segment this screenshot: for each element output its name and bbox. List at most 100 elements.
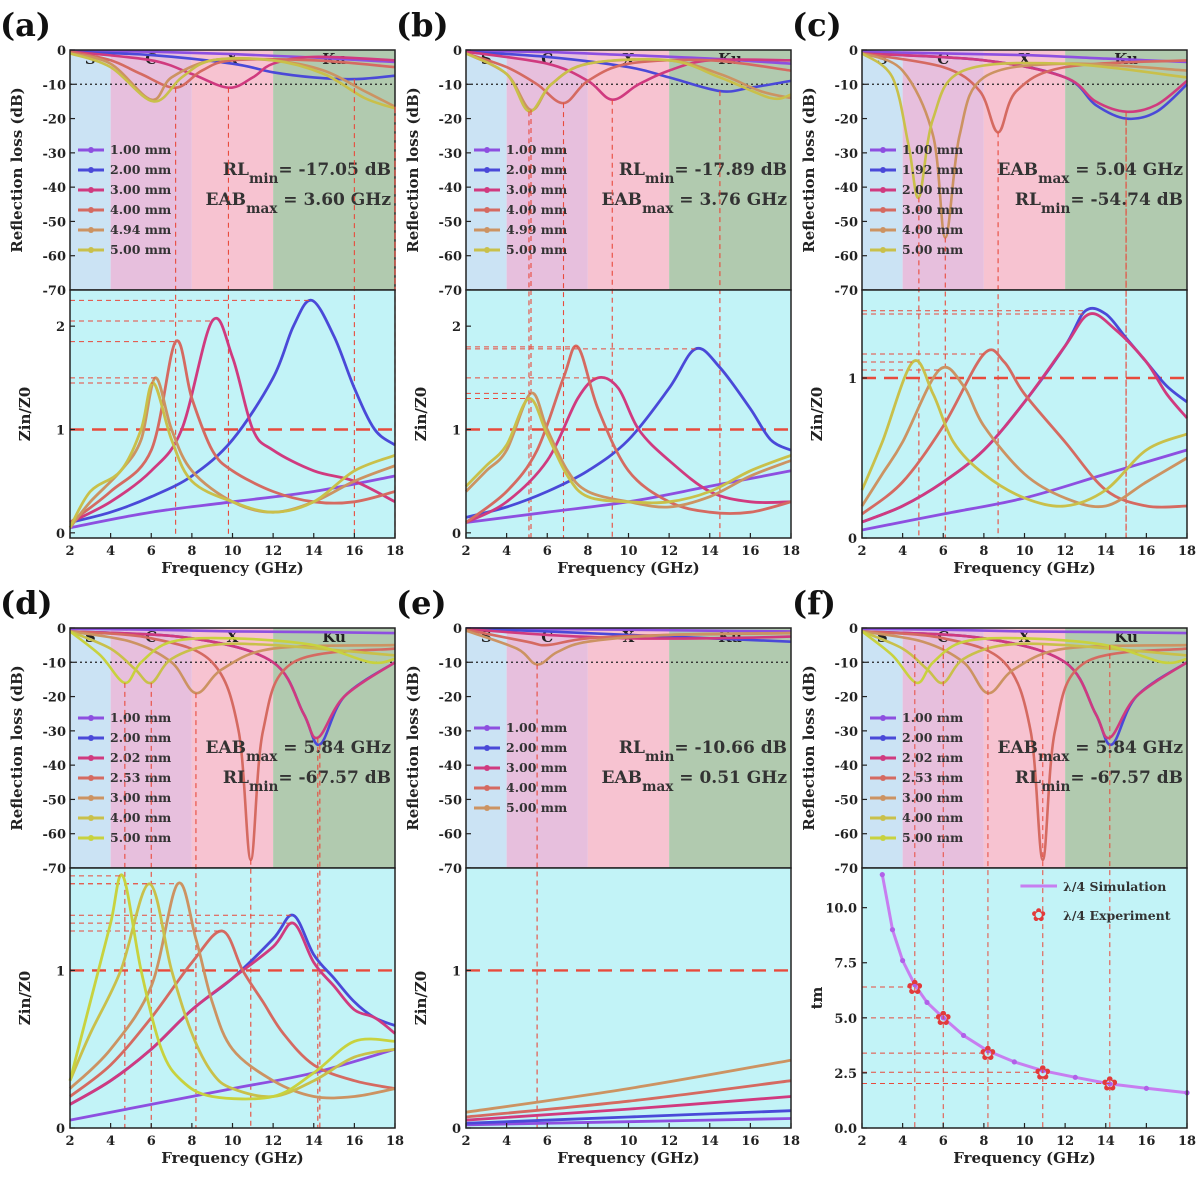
tm-experiment-marker: ✿	[1101, 1071, 1118, 1095]
rl-ytick-label: -40	[439, 759, 463, 774]
legend-marker	[484, 765, 490, 771]
xtick-label: 18	[386, 544, 404, 559]
impedance-series-line	[69, 921, 396, 1106]
xtick-label: 2	[461, 1134, 470, 1149]
band-x	[191, 50, 274, 290]
legend-label: 5.00 mm	[902, 830, 963, 845]
legend-label: 4.00 mm	[506, 780, 567, 795]
xtick-label: 8	[583, 1134, 592, 1149]
panel-label: (d)	[0, 584, 53, 622]
legend-marker	[88, 755, 94, 761]
legend-marker	[484, 207, 490, 213]
band-label-s: S	[877, 628, 888, 646]
tm-simulation-point	[960, 1032, 967, 1039]
rl-ytick-label: -20	[439, 691, 463, 706]
rl-ytick-label: -10	[439, 656, 463, 671]
panel-f: S C X Ku1.00 mm2.00 mm2.02 mm2.53 mm3.00 mm…	[792, 584, 1196, 1167]
rl-series-line	[861, 630, 1188, 862]
rl-series-line	[861, 630, 1188, 685]
z-ytick-label: 1	[452, 424, 461, 439]
rl-series-line	[69, 627, 396, 635]
rl-ytick-label: -60	[439, 250, 463, 265]
xtick-label: 14	[305, 544, 323, 559]
impedance-series-line	[860, 365, 1188, 509]
legend-marker	[880, 775, 886, 781]
panel-c: S C X Ku1.00 mm1.92 mm2.00 mm3.00 mm4.00 mm…	[792, 6, 1196, 577]
tm-experiment-marker: ✿	[906, 975, 923, 999]
xtick-label: 16	[741, 1134, 759, 1149]
xtick-label: 6	[939, 544, 948, 559]
rl-ytick-label: -30	[439, 147, 463, 162]
legend-marker	[88, 227, 94, 233]
z-ylabel: Zin/Z0	[16, 971, 34, 1025]
legend-marker	[88, 207, 94, 213]
xtick-label: 14	[701, 1134, 719, 1149]
panel-d: S C X Ku1.00 mm2.00 mm2.02 mm2.53 mm3.00 mm…	[0, 584, 404, 1167]
annotation: RLmin= -67.57 dB	[223, 768, 391, 795]
panel-label: (a)	[0, 6, 51, 44]
xtick-label: 10	[619, 544, 637, 559]
xtick-label: 16	[345, 544, 363, 559]
annotation: EABmax = 3.60 GHz	[206, 190, 392, 217]
tm-simulation-point	[924, 999, 930, 1006]
rl-ytick-label: 0	[57, 44, 66, 59]
z-ytick-label: 1	[452, 964, 461, 979]
impedance-series-line	[69, 298, 396, 524]
legend-marker	[880, 735, 886, 741]
rl-series-line	[861, 630, 1188, 685]
rl-series-line	[861, 627, 1188, 635]
band-x	[587, 628, 670, 868]
rl-ytick-label: -50	[835, 793, 859, 808]
tm-experiment-marker: ✿	[935, 1006, 952, 1030]
rl-ytick-label: -40	[43, 181, 67, 196]
xtick-label: 10	[619, 1134, 637, 1149]
impedance-series-line	[465, 1079, 792, 1119]
legend-label: 2.53 mm	[902, 770, 963, 785]
xtick-label: 4	[502, 544, 511, 559]
legend-marker	[88, 715, 94, 721]
impedance-series-line	[69, 881, 396, 1100]
tm-simulation-point	[900, 957, 906, 964]
z-ylabel: Zin/Z0	[808, 387, 826, 441]
impedance-series-line	[861, 348, 1188, 516]
xtick-label: 14	[1097, 1134, 1115, 1149]
rl-ylabel: Reflection loss (dB)	[8, 665, 26, 831]
legend-label: 1.92 mm	[902, 162, 963, 177]
rl-ytick-label: -50	[43, 793, 67, 808]
rl-ytick-label: 0	[453, 44, 462, 59]
tm-ylabel: tm	[808, 986, 826, 1009]
rl-ytick-label: -70	[439, 862, 463, 877]
rl-ytick-label: -40	[43, 759, 67, 774]
xtick-label: 2	[65, 544, 74, 559]
annotation: RLmin= -10.66 dB	[619, 738, 787, 765]
tm-simulation-line	[880, 874, 1188, 1095]
panel-label: (b)	[396, 6, 449, 44]
z-ytick-label: 1	[848, 372, 857, 387]
annotation: EABmax = 5.84 GHz	[206, 738, 392, 765]
xtick-label: 6	[147, 1134, 156, 1149]
xtick-label: 6	[147, 544, 156, 559]
z-ytick-label: 0	[452, 1122, 461, 1137]
xtick-label: 4	[898, 1134, 907, 1149]
rl-ytick-label: 0	[57, 622, 66, 637]
impedance-series-line	[69, 929, 396, 1098]
rl-ytick-label: -50	[835, 215, 859, 230]
rl-ytick-label: -30	[439, 725, 463, 740]
band-label-ku: Ku	[322, 628, 346, 646]
rl-ytick-label: 0	[849, 44, 858, 59]
legend-label: 5.00 mm	[902, 242, 963, 257]
rl-ytick-label: -30	[43, 147, 67, 162]
legend-marker	[880, 227, 886, 233]
rl-ytick-label: -70	[43, 862, 67, 877]
z-ytick-label: 2	[56, 320, 65, 335]
impedance-series-line	[465, 1058, 792, 1114]
impedance-series-line	[465, 1095, 792, 1122]
legend-label: 2.00 mm	[506, 162, 567, 177]
annotation: EABmax = 0.51 GHz	[602, 768, 788, 795]
annotation: EABmax = 3.76 GHz	[602, 190, 788, 217]
rl-ytick-label: -70	[439, 284, 463, 299]
legend-marker	[880, 167, 886, 173]
rl-series-line	[69, 630, 396, 862]
impedance-series-line	[465, 1109, 792, 1125]
legend-label: 3.00 mm	[902, 202, 963, 217]
